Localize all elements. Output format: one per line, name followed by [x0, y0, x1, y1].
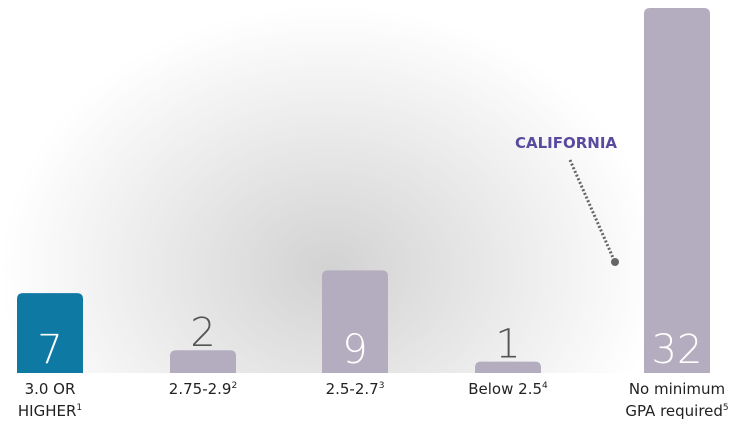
footnote-marker: 2: [231, 381, 238, 391]
value-label: 2: [190, 310, 215, 356]
category-text: 2.5-2.7: [325, 380, 379, 398]
annotation: CALIFORNIA: [515, 134, 617, 152]
category-label: No minimum GPA required5: [612, 378, 742, 422]
category-text: 3.0 OR HIGHER: [17, 380, 77, 420]
category-text: Below 2.5: [468, 380, 543, 398]
bar: [17, 293, 83, 373]
category-label: 2.75-2.92: [148, 378, 258, 400]
value-label: 9: [342, 327, 367, 373]
category-label: Below 2.54: [453, 378, 563, 400]
category-label: 3.0 OR HIGHER1: [10, 378, 90, 422]
footnote-marker: 5: [722, 403, 729, 413]
footnote-marker: 3: [378, 381, 385, 391]
bar: [475, 361, 541, 373]
annotation-dot: [611, 258, 619, 266]
value-label: 1: [495, 322, 520, 368]
category-label: 2.5-2.73: [300, 378, 410, 400]
value-label: 7: [37, 327, 62, 373]
footnote-marker: 1: [76, 403, 83, 413]
footnote-marker: 4: [542, 381, 548, 391]
bar: [170, 350, 236, 373]
bar: [322, 270, 388, 373]
category-text: 2.75-2.9: [168, 380, 232, 398]
category-text: No minimum GPA required: [625, 380, 726, 420]
value-label: 32: [652, 327, 703, 373]
bar: [644, 8, 710, 373]
